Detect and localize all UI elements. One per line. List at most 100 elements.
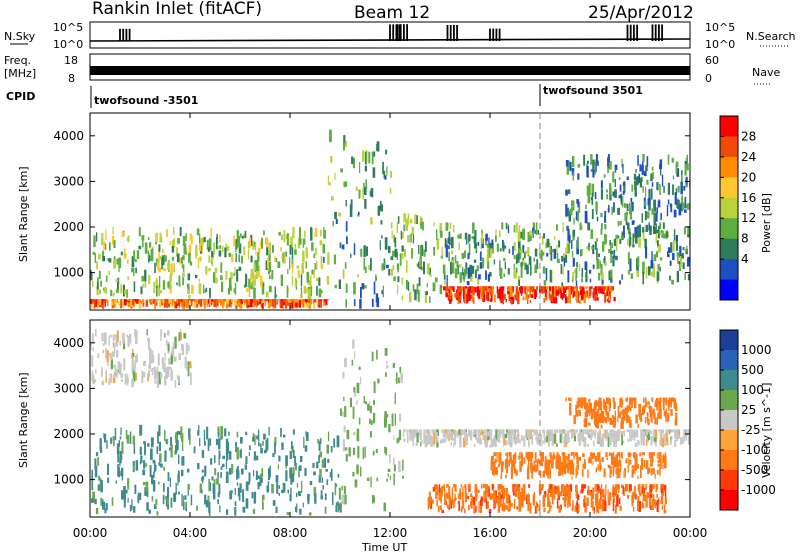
power-cell	[596, 249, 598, 260]
velocity-cell	[665, 416, 667, 423]
velocity-ytick-label: 1000	[53, 473, 84, 487]
velocity-cell	[299, 508, 302, 515]
velocity-cell	[356, 400, 358, 405]
power-cell	[512, 246, 514, 256]
power-cell	[202, 299, 204, 301]
velocity-cell	[351, 359, 354, 366]
velocity-cell	[186, 468, 190, 473]
velocity-cell	[666, 429, 670, 434]
power-cell	[389, 171, 392, 178]
power-cell	[535, 286, 538, 291]
power-cell	[676, 271, 679, 283]
power-cell	[364, 165, 367, 172]
power-cell	[97, 299, 100, 304]
power-cell	[568, 286, 571, 295]
power-cell	[487, 274, 490, 282]
velocity-cell	[289, 467, 293, 479]
velocity-cell	[337, 474, 340, 478]
power-cell	[463, 290, 466, 301]
power-cell	[353, 299, 356, 306]
velocity-cell	[575, 484, 578, 496]
velocity-cell	[605, 437, 607, 441]
velocity-cell	[125, 429, 128, 440]
power-cell	[152, 299, 155, 304]
velocity-cell	[340, 501, 342, 511]
velocity-cell	[95, 508, 99, 515]
power-colorbar-tick-label: 28	[741, 129, 756, 143]
power-cell	[342, 269, 345, 279]
velocity-cell	[343, 396, 345, 402]
velocity-cell	[146, 487, 149, 498]
power-cell	[513, 270, 516, 279]
power-cell	[303, 238, 306, 245]
velocity-cell	[542, 470, 546, 478]
velocity-cell	[475, 489, 478, 501]
power-cell	[123, 248, 126, 260]
velocity-cell	[226, 509, 229, 515]
velocity-cell	[478, 429, 480, 438]
velocity-cell	[139, 446, 142, 455]
power-cell	[390, 222, 393, 229]
velocity-cell	[587, 429, 590, 437]
power-cell	[267, 270, 270, 275]
power-cell	[144, 269, 147, 282]
power-cell	[229, 299, 233, 302]
power-cell	[507, 291, 510, 295]
velocity-cell	[519, 491, 523, 500]
velocity-cell	[167, 343, 170, 352]
power-cell	[522, 245, 525, 253]
velocity-cell	[182, 456, 185, 466]
power-cell	[520, 250, 523, 253]
velocity-cell	[606, 429, 609, 435]
power-cell	[235, 253, 237, 263]
power-cell	[315, 247, 317, 255]
power-cell	[680, 202, 683, 212]
velocity-cell	[464, 496, 468, 503]
velocity-cell	[607, 489, 609, 501]
velocity-cell	[236, 468, 238, 480]
power-cell	[323, 299, 326, 305]
velocity-cell	[664, 485, 667, 498]
power-cell	[365, 179, 367, 189]
power-cell	[304, 299, 308, 303]
power-cell	[96, 285, 99, 296]
velocity-cell	[173, 356, 177, 362]
velocity-cell	[660, 462, 662, 469]
velocity-cell	[352, 406, 355, 419]
power-cell	[236, 269, 239, 282]
velocity-cell	[178, 491, 180, 495]
power-cell	[359, 161, 361, 173]
velocity-cell	[473, 443, 476, 447]
power-cell	[360, 287, 362, 299]
velocity-cell	[541, 484, 544, 491]
velocity-cell	[599, 459, 601, 472]
velocity-cell	[190, 494, 193, 506]
velocity-cell	[91, 373, 94, 382]
power-cell	[390, 268, 394, 276]
power-cell	[222, 299, 224, 309]
velocity-cell	[645, 460, 649, 469]
velocity-cell	[248, 472, 251, 482]
power-cell	[450, 261, 452, 275]
velocity-cell	[562, 484, 565, 495]
power-cell	[543, 298, 545, 303]
power-cell	[632, 244, 635, 248]
velocity-cell	[665, 432, 668, 441]
power-cell	[593, 287, 595, 301]
velocity-cell	[170, 367, 173, 371]
velocity-cell	[297, 491, 301, 496]
power-cell	[534, 248, 538, 257]
power-cell	[600, 180, 603, 188]
power-cell	[599, 260, 601, 268]
power-cell	[581, 278, 583, 283]
power-cell	[642, 261, 645, 275]
velocity-cell	[595, 467, 597, 473]
velocity-cell	[650, 484, 652, 493]
velocity-cell	[312, 462, 315, 468]
power-cell	[428, 267, 431, 275]
velocity-cell	[579, 434, 582, 441]
velocity-cell	[156, 446, 159, 454]
velocity-cell	[476, 437, 479, 443]
velocity-cell	[657, 412, 659, 419]
power-cell	[422, 221, 424, 231]
